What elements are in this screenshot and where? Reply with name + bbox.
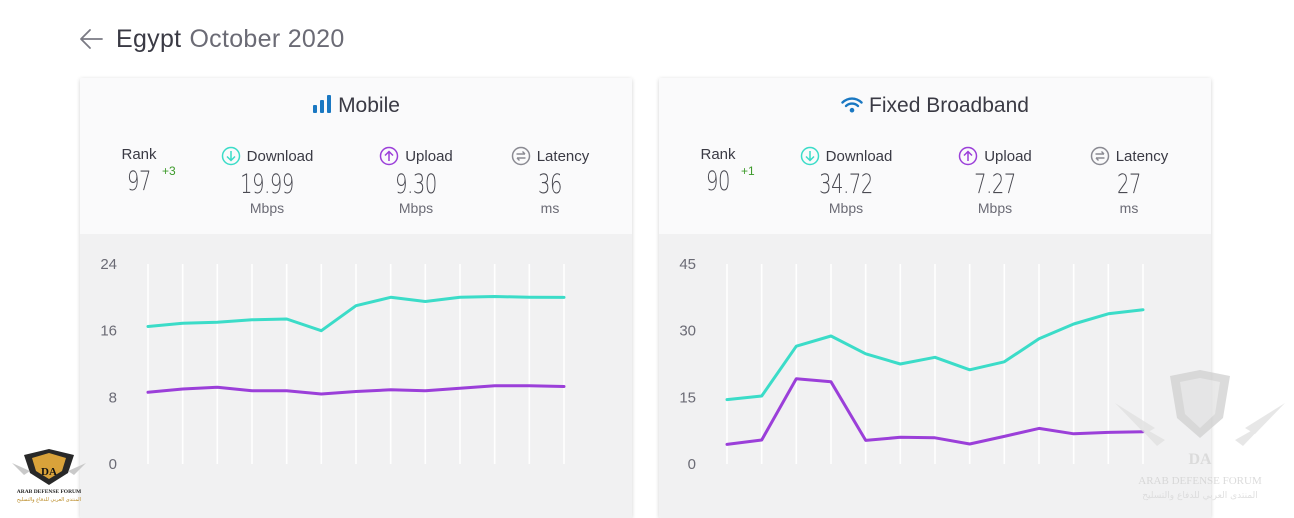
y-tick-label: 16 [100,323,117,340]
y-tick-label: 0 [109,456,117,473]
upload-series-line [146,384,566,396]
upload-label: Upload [984,147,1032,165]
svg-text:المنتدى العربي للدفاع والتسليح: المنتدى العربي للدفاع والتسليح [17,497,81,503]
download-icon [221,146,240,166]
rank-value: 97 [126,166,152,197]
back-arrow-icon[interactable] [78,26,104,52]
fixed-rank: Rank 90 [695,146,741,197]
rank-change-badge: +3 [162,164,176,178]
download-unit: Mbps [828,200,864,216]
rank-value: 90 [705,166,731,197]
latency-value: 27 [1116,169,1142,200]
upload-label: Upload [405,147,453,165]
rank-label: Rank [121,146,157,163]
mobile-panel-title: Mobile [80,94,632,118]
page-header: Egypt October 2020 [78,22,345,56]
mobile-upload: Upload 9.30 Mbps [368,146,464,216]
mobile-rank: Rank 97 [116,146,162,197]
wifi-icon [841,97,863,113]
mobile-title-text: Mobile [338,94,400,117]
svg-text:DA: DA [1188,451,1212,468]
download-unit: Mbps [249,200,285,216]
mobile-latency: Latency 36 ms [502,146,598,216]
fixed-latency: Latency 27 ms [1081,146,1177,216]
fixed-download: Download 34.72 Mbps [791,146,901,216]
svg-text:المنتدى العربي للدفاع والتسليح: المنتدى العربي للدفاع والتسليح [1142,491,1257,501]
fixed-upload: Upload 7.27 Mbps [947,146,1043,216]
rank-label: Rank [700,146,736,163]
y-tick-label: 15 [679,389,696,406]
latency-icon [1090,146,1109,166]
y-tick-label: 8 [109,389,117,406]
upload-unit: Mbps [977,200,1013,216]
download-value: 19.99 [240,169,294,200]
upload-icon [379,146,399,166]
download-series-line [146,295,566,333]
page-title-country: Egypt [116,24,182,53]
signal-bars-icon [313,95,332,113]
y-tick-label: 45 [679,256,696,273]
arab-defense-forum-logo: DA ARAB DEFENSE FORUM المنتدى العربي للد… [12,449,86,503]
mobile-panel: Mobile Rank 97 +3 Download 19.99 Mbps Up… [80,78,632,518]
rank-change-badge: +1 [741,164,755,178]
mobile-chart: 0 8 16 24 [80,234,632,518]
fixed-title-text: Fixed Broadband [869,94,1029,117]
upload-icon [958,146,978,166]
y-tick-label: 24 [100,256,117,273]
arab-defense-forum-watermark: DA ARAB DEFENSE FORUM المنتدى العربي للد… [1115,370,1285,501]
download-value: 34.72 [819,169,873,200]
svg-text:ARAB DEFENSE FORUM: ARAB DEFENSE FORUM [1138,475,1262,487]
svg-text:DA: DA [41,466,57,478]
upload-series-line [725,377,1145,446]
fixed-line-chart: 0 15 30 45 [679,256,1145,473]
download-label: Download [246,147,314,165]
latency-label: Latency [1115,147,1169,165]
latency-value: 36 [537,169,563,200]
mobile-summary: Mobile Rank 97 +3 Download 19.99 Mbps Up… [80,78,632,234]
fixed-summary: Fixed Broadband Rank 90 +1 Download 34.7… [659,78,1211,234]
upload-value: 7.27 [974,169,1016,200]
download-label: Download [825,147,893,165]
fixed-panel-title: Fixed Broadband [659,94,1211,118]
fixed-chart: 0 15 30 45 [659,234,1211,518]
mobile-line-chart: 0 8 16 24 [100,256,566,473]
latency-unit: ms [1119,200,1139,216]
upload-value: 9.30 [395,169,437,200]
page-title-date: October 2020 [189,24,345,53]
latency-unit: ms [540,200,560,216]
download-icon [800,146,819,166]
svg-text:ARAB DEFENSE FORUM: ARAB DEFENSE FORUM [17,489,82,495]
mobile-download: Download 19.99 Mbps [212,146,322,216]
y-tick-label: 0 [688,456,696,473]
y-tick-label: 30 [679,323,696,340]
latency-icon [511,146,530,166]
fixed-broadband-panel: Fixed Broadband Rank 90 +1 Download 34.7… [659,78,1211,518]
download-series-line [725,308,1145,402]
latency-label: Latency [536,147,590,165]
upload-unit: Mbps [398,200,434,216]
